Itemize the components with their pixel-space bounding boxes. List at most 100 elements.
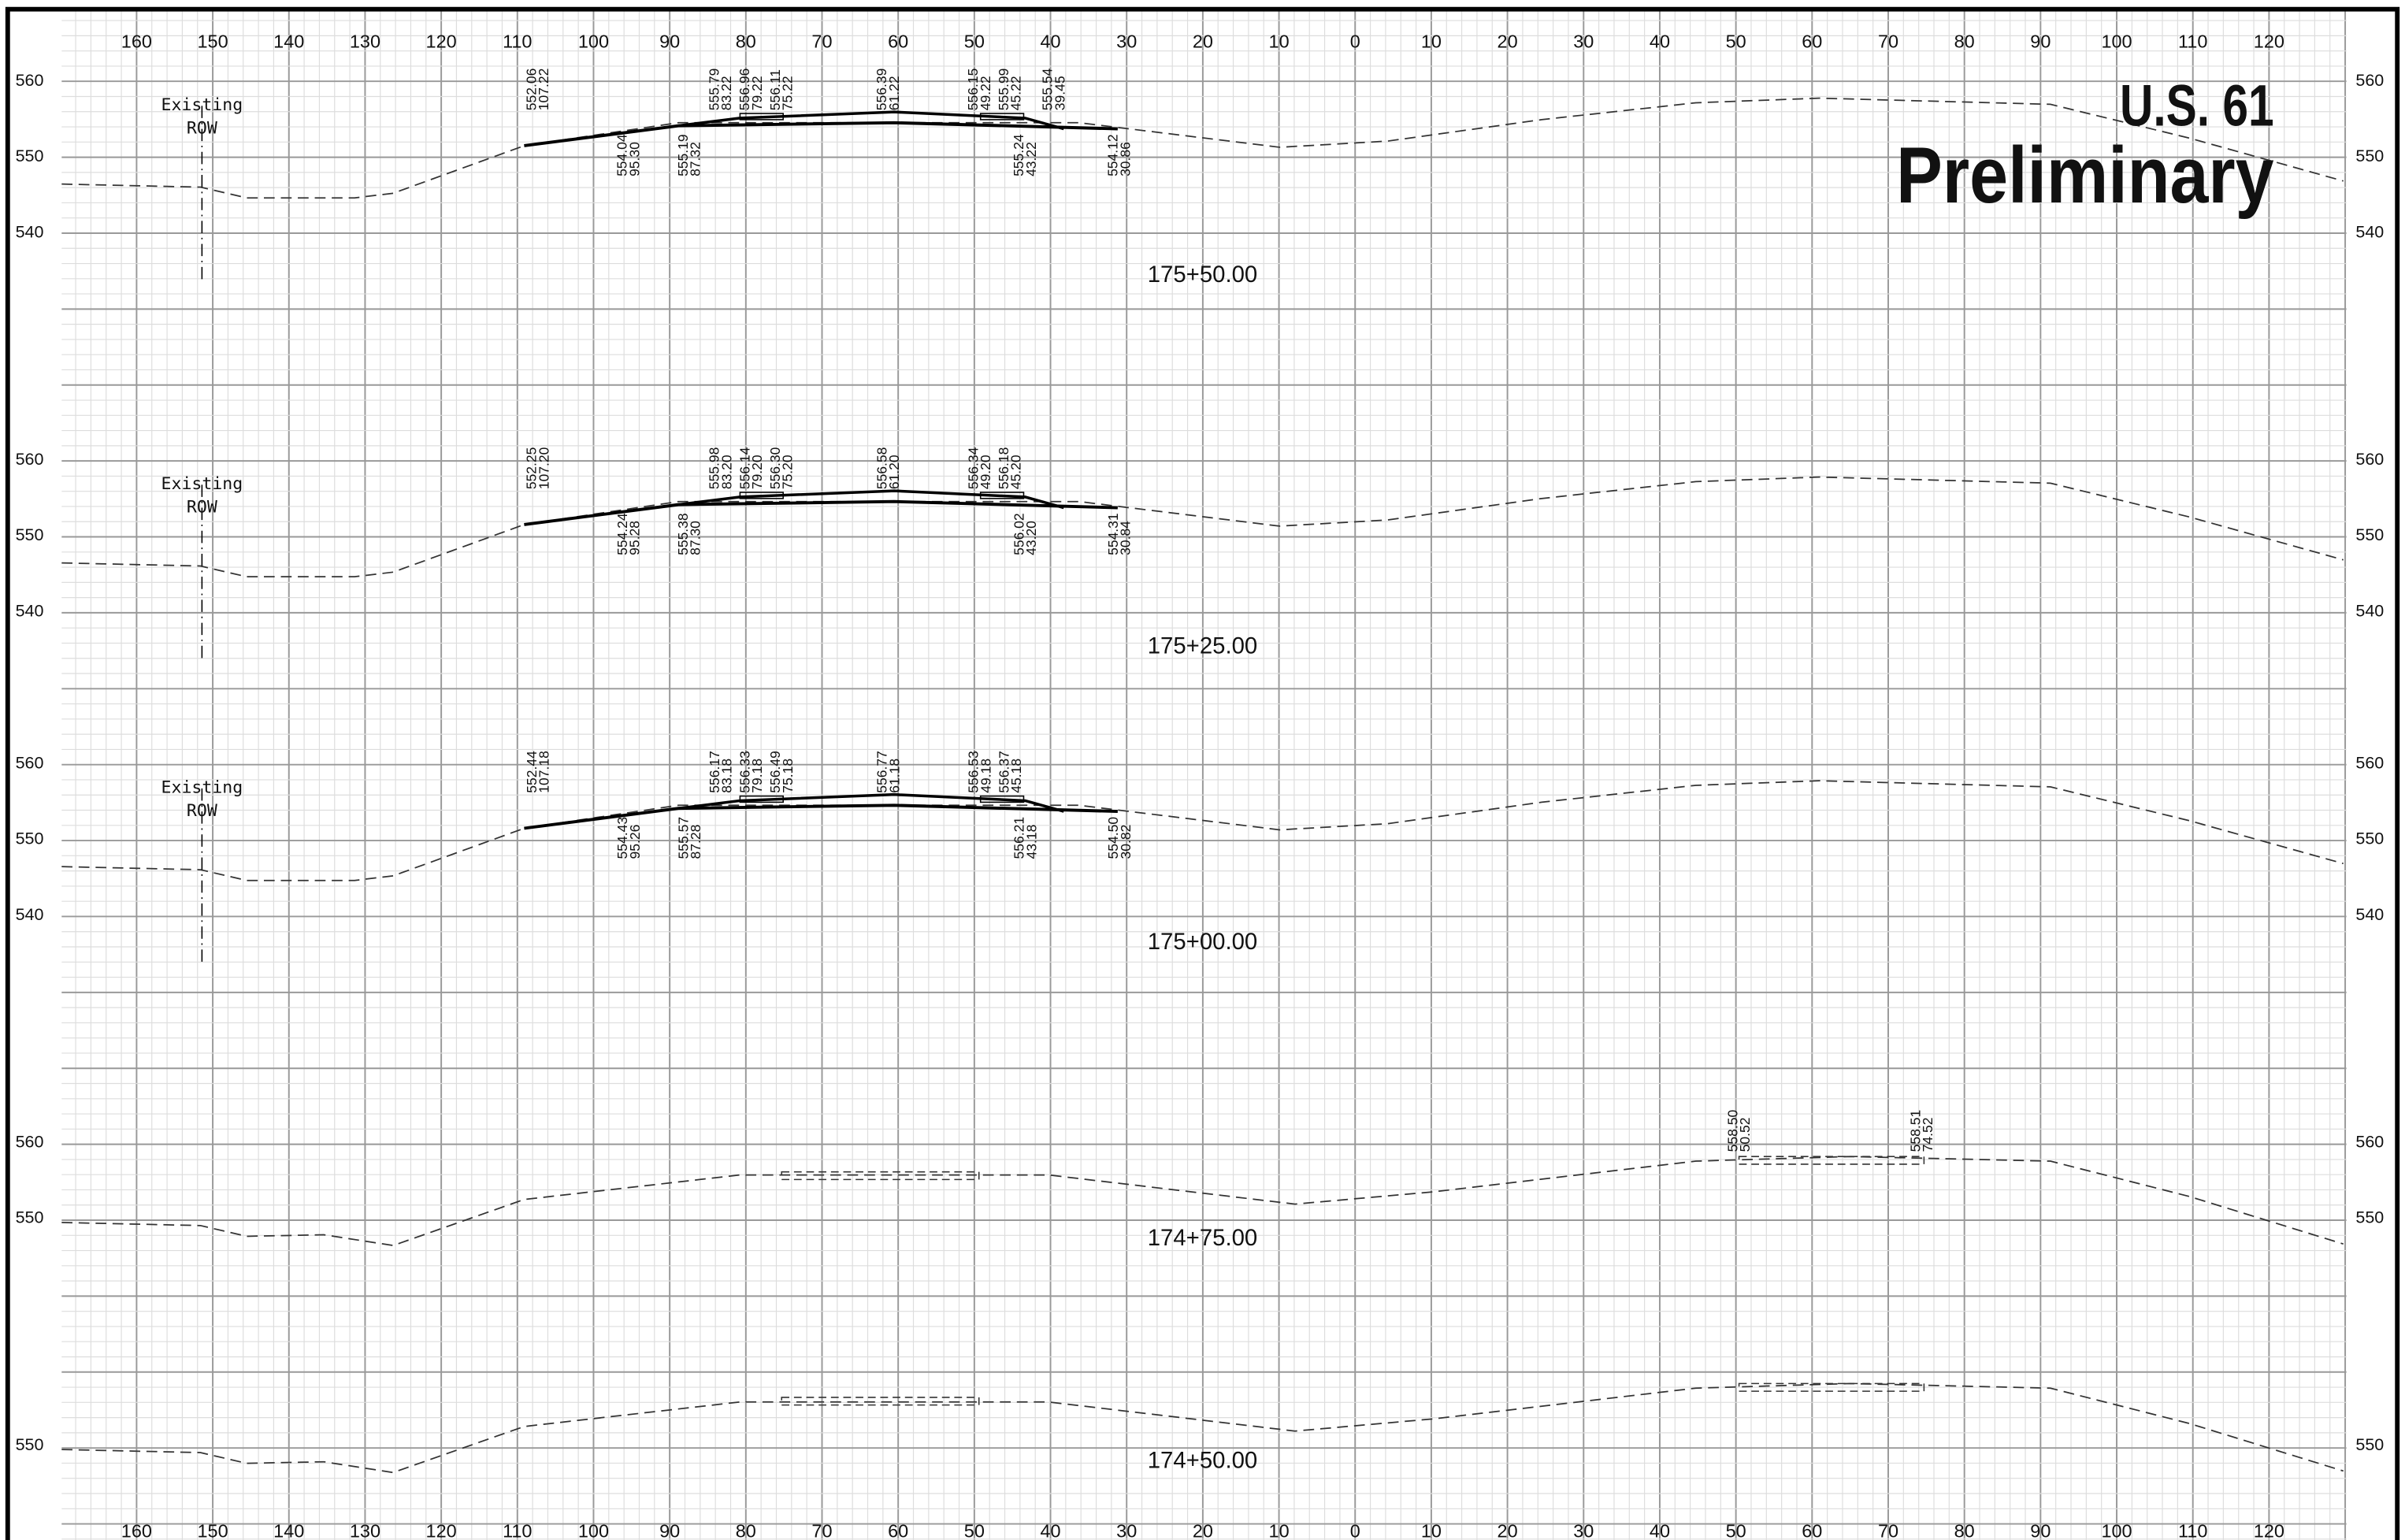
offset-label: 10 — [1421, 32, 1442, 52]
point-label: 83.20 — [718, 455, 734, 489]
elevation-label: 560 — [16, 1132, 44, 1151]
point-label: 75.20 — [780, 455, 796, 489]
offset-label: 60 — [888, 32, 908, 52]
grid — [61, 9, 2347, 1540]
offset-label: 90 — [659, 32, 680, 52]
existing-ground — [61, 97, 2344, 199]
point-label: 87.32 — [687, 142, 703, 176]
point-label: 555.57 — [675, 817, 691, 859]
point-label: 61.18 — [886, 759, 902, 793]
offset-label: 80 — [1954, 32, 1975, 52]
offset-label: 60 — [1802, 32, 1822, 52]
point-label: 555.24 — [1011, 134, 1026, 176]
elevation-label: 540 — [2355, 905, 2384, 924]
offset-label: 110 — [503, 32, 532, 52]
offset-label: 90 — [2030, 32, 2051, 52]
sheet-border — [5, 6, 2400, 1540]
point-label: 107.22 — [536, 69, 551, 111]
point-label: 556.34 — [965, 447, 981, 489]
elevation-label: 560 — [2355, 1132, 2384, 1151]
point-label: 50.52 — [1737, 1118, 1753, 1152]
offset-label: 80 — [1954, 1520, 1975, 1540]
point-label: 75.18 — [780, 759, 796, 793]
point-label: 87.30 — [688, 521, 703, 555]
offset-label: 90 — [2030, 1520, 2051, 1540]
elevation-label: 550 — [16, 525, 44, 544]
offset-label: 90 — [659, 1520, 680, 1540]
offset-label: 40 — [1040, 1520, 1060, 1540]
offset-label: 20 — [1193, 32, 1213, 52]
proposed-surface — [677, 489, 1064, 510]
point-label: 87.28 — [688, 825, 703, 859]
title: U.S. 61 — [2120, 73, 2274, 139]
elevation-label: 550 — [2355, 1208, 2384, 1227]
point-label: 61.20 — [886, 455, 902, 489]
point-label: 75.22 — [779, 76, 795, 110]
offset-label: 10 — [1421, 1520, 1442, 1540]
offset-label: 110 — [2178, 32, 2207, 52]
existing-pavement — [781, 1397, 980, 1406]
offset-label: 30 — [1116, 32, 1137, 52]
existing-pavement — [781, 1171, 980, 1181]
offset-label: 70 — [811, 32, 832, 52]
row-label: Existing — [161, 778, 243, 798]
offset-label: 50 — [964, 32, 985, 52]
point-label: 556.18 — [996, 447, 1011, 490]
elevation-label: 560 — [2355, 71, 2384, 90]
offset-label: 70 — [1878, 1520, 1898, 1540]
station-label: 174+75.00 — [1148, 1225, 1258, 1251]
point-label: 555.79 — [706, 69, 722, 111]
point-label: 555.54 — [1040, 68, 1056, 110]
offset-label: 20 — [1498, 1520, 1518, 1540]
existing-ground — [61, 476, 2344, 578]
offset-label: 140 — [273, 1520, 304, 1540]
elevation-label: 550 — [2355, 525, 2384, 544]
point-label: 558.51 — [1907, 1110, 1923, 1152]
proposed-subgrade — [524, 803, 1118, 830]
point-label: 554.04 — [614, 134, 630, 176]
point-label: 556.49 — [767, 751, 783, 793]
point-label: 554.50 — [1105, 817, 1121, 859]
shoulder — [739, 795, 784, 803]
point-label: 45.22 — [1008, 76, 1024, 110]
point-label: 43.22 — [1023, 142, 1039, 176]
offset-label: 70 — [811, 1520, 832, 1540]
point-label: 555.99 — [996, 69, 1011, 111]
elevation-label: 560 — [2355, 753, 2384, 772]
offset-label: 100 — [2101, 1520, 2132, 1540]
offset-label: 160 — [121, 1520, 152, 1540]
row-label: Existing — [161, 95, 243, 115]
row-label: ROW — [187, 801, 217, 821]
offset-label: 110 — [2178, 1520, 2207, 1540]
point-label: 95.30 — [626, 142, 642, 176]
offset-label: 80 — [736, 32, 756, 52]
point-label: 555.38 — [675, 513, 691, 555]
point-label: 107.20 — [536, 447, 551, 489]
elevation-label: 550 — [2355, 829, 2384, 848]
elevation-label: 560 — [2355, 450, 2384, 469]
point-label: 556.39 — [874, 69, 889, 111]
offset-label: 20 — [1193, 1520, 1213, 1540]
offset-label: 0 — [1350, 1520, 1360, 1540]
station-label: 175+50.00 — [1148, 262, 1258, 288]
point-label: 79.20 — [749, 455, 765, 489]
elevation-label: 550 — [16, 1208, 44, 1227]
point-label: 49.20 — [978, 455, 993, 489]
station-label: 174+50.00 — [1148, 1447, 1258, 1473]
point-label: 554.31 — [1105, 513, 1121, 555]
offset-label: 120 — [2254, 1520, 2284, 1540]
offset-label: 150 — [197, 32, 228, 52]
elevation-label: 540 — [16, 602, 44, 621]
point-label: 49.18 — [978, 759, 993, 793]
offset-label: 10 — [1269, 1520, 1290, 1540]
point-label: 45.18 — [1008, 759, 1024, 793]
point-label: 556.96 — [737, 69, 752, 111]
offset-label: 110 — [503, 1520, 532, 1540]
elevation-label: 560 — [16, 71, 44, 90]
point-label: 95.26 — [627, 825, 643, 859]
row-label: ROW — [187, 497, 217, 517]
point-label: 39.45 — [1052, 76, 1067, 110]
proposed-subgrade — [524, 121, 1118, 147]
offset-label: 30 — [1573, 32, 1594, 52]
point-label: 43.18 — [1023, 825, 1039, 859]
